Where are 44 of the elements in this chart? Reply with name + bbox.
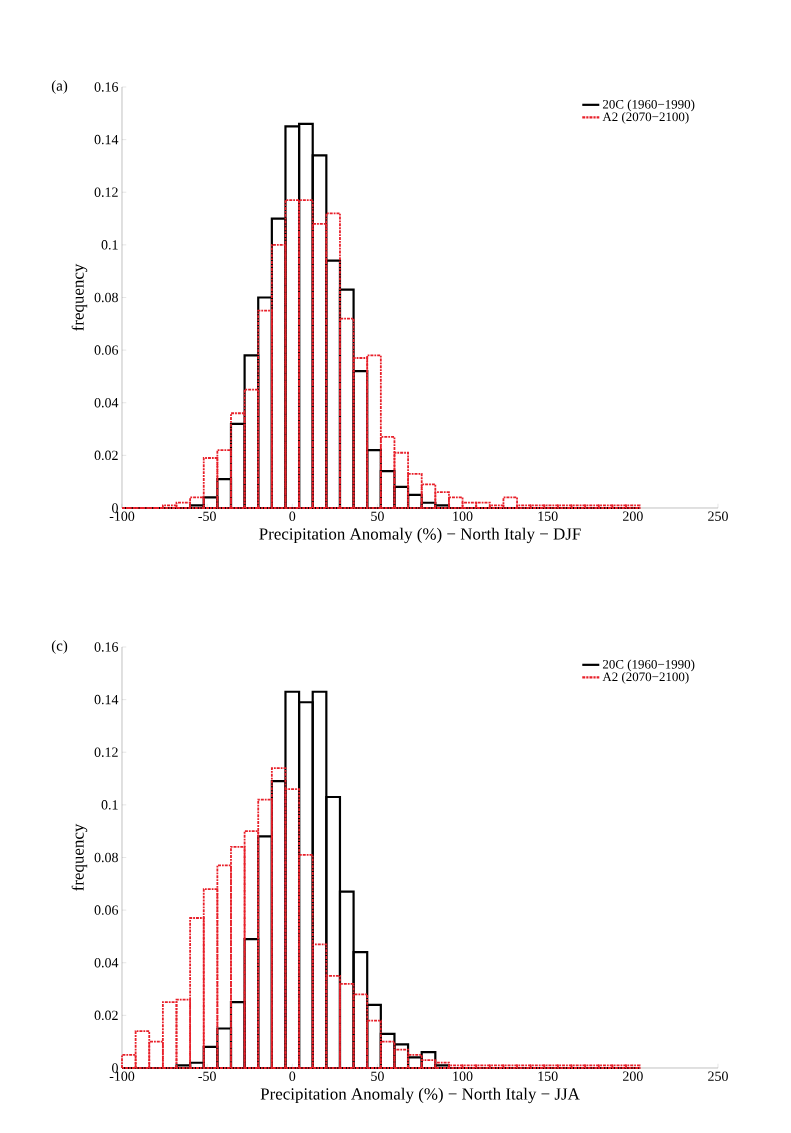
y-tick-label: 0.02 (94, 450, 118, 461)
y-tick-label: 0.16 (94, 82, 119, 92)
x-tick-label: 50 (371, 1071, 384, 1081)
x-tick-label: -50 (198, 1071, 216, 1081)
x-tick-label: 0 (289, 511, 296, 521)
legend-label: 20C (1960−1990) (602, 99, 695, 112)
x-axis-title: Precipitation Anomaly (%) − North Italy − JJA (260, 1087, 580, 1104)
y-tick-label: 0.12 (94, 747, 118, 757)
y-tick-label: 0.08 (94, 852, 118, 863)
y-tick-label: 0 (112, 503, 118, 513)
y-tick-label: 0.14 (94, 694, 119, 705)
y-tick-label: 0.04 (94, 958, 119, 968)
x-tick-label: 250 (708, 511, 728, 521)
y-tick-label: 0.1 (101, 800, 118, 810)
y-tick-label: 0.02 (94, 1010, 118, 1021)
text: (c) (51, 640, 68, 654)
y-tick-label: 0 (112, 1063, 118, 1073)
x-tick-label: 50 (371, 511, 384, 521)
y-tick-label: 0.12 (94, 187, 118, 197)
x-tick-label: 200 (623, 511, 643, 521)
x-tick-label: 100 (453, 511, 473, 521)
y-tick-label: 0.06 (94, 905, 119, 915)
x-tick-label: -100 (109, 511, 135, 521)
x-tick-label: 0 (289, 1071, 296, 1081)
legend-label: 20C (1960−1990) (602, 659, 695, 672)
y-tick-label: 0.16 (94, 642, 119, 652)
x-axis-title: Precipitation Anomaly (%) − North Italy − DJF (259, 527, 581, 544)
y-tick-label: 0.06 (94, 345, 119, 355)
legend-label: A2 (2070−2100) (602, 112, 689, 124)
x-tick-label: -100 (109, 1071, 135, 1081)
x-tick-label: -50 (198, 511, 216, 521)
y-tick-label: 0.14 (94, 134, 119, 145)
y-tick-label: 0.08 (94, 292, 118, 303)
y-tick-label: 0.1 (101, 240, 118, 250)
legend-label: A2 (2070−2100) (602, 672, 689, 684)
text: (a) (51, 80, 68, 94)
y-tick-label: 0.04 (94, 398, 119, 408)
y-axis-title: frequency (71, 263, 88, 331)
x-tick-label: 100 (453, 1071, 473, 1081)
x-tick-label: 150 (538, 511, 558, 521)
x-tick-label: 150 (538, 1071, 558, 1081)
x-tick-label: 200 (623, 1071, 643, 1081)
x-tick-label: 250 (708, 1071, 728, 1081)
y-axis-title: frequency (71, 823, 88, 891)
